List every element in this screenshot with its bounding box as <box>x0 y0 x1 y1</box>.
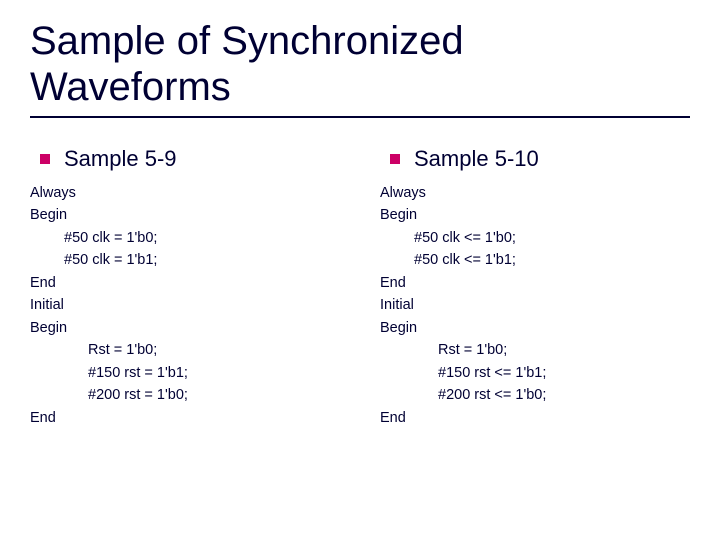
code-line: Initial <box>380 294 690 316</box>
right-heading: Sample 5-10 <box>414 146 539 172</box>
code-line: Rst = 1'b0; <box>380 339 690 361</box>
right-column: Sample 5-10 Always Begin #50 clk <= 1'b0… <box>380 146 690 429</box>
code-line: End <box>380 407 690 429</box>
code-line: #50 clk <= 1'b0; <box>380 227 690 249</box>
code-line: #50 clk = 1'b1; <box>30 249 340 271</box>
right-heading-row: Sample 5-10 <box>390 146 690 172</box>
right-code-block: Always Begin #50 clk <= 1'b0; #50 clk <=… <box>380 182 690 429</box>
code-line: Always <box>30 182 340 204</box>
title-line-2: Waveforms <box>30 65 231 109</box>
title-line-1: Sample of Synchronized <box>30 19 464 63</box>
code-line: Initial <box>30 294 340 316</box>
left-heading-row: Sample 5-9 <box>40 146 340 172</box>
slide-title: Sample of Synchronized Waveforms <box>30 18 690 110</box>
code-line: #200 rst = 1'b0; <box>30 384 340 406</box>
code-line: Begin <box>30 204 340 226</box>
title-underline <box>30 116 690 118</box>
square-bullet-icon <box>40 154 50 164</box>
code-line: #150 rst = 1'b1; <box>30 362 340 384</box>
columns: Sample 5-9 Always Begin #50 clk = 1'b0; … <box>30 146 690 429</box>
code-line: #200 rst <= 1'b0; <box>380 384 690 406</box>
square-bullet-icon <box>390 154 400 164</box>
code-line: End <box>30 272 340 294</box>
code-line: Rst = 1'b0; <box>30 339 340 361</box>
slide: Sample of Synchronized Waveforms Sample … <box>0 0 720 540</box>
code-line: Begin <box>380 317 690 339</box>
code-line: #50 clk = 1'b0; <box>30 227 340 249</box>
code-line: Always <box>380 182 690 204</box>
left-code-block: Always Begin #50 clk = 1'b0; #50 clk = 1… <box>30 182 340 429</box>
code-line: End <box>380 272 690 294</box>
code-line: End <box>30 407 340 429</box>
left-heading: Sample 5-9 <box>64 146 177 172</box>
code-line: #50 clk <= 1'b1; <box>380 249 690 271</box>
code-line: #150 rst <= 1'b1; <box>380 362 690 384</box>
left-column: Sample 5-9 Always Begin #50 clk = 1'b0; … <box>30 146 340 429</box>
code-line: Begin <box>30 317 340 339</box>
code-line: Begin <box>380 204 690 226</box>
